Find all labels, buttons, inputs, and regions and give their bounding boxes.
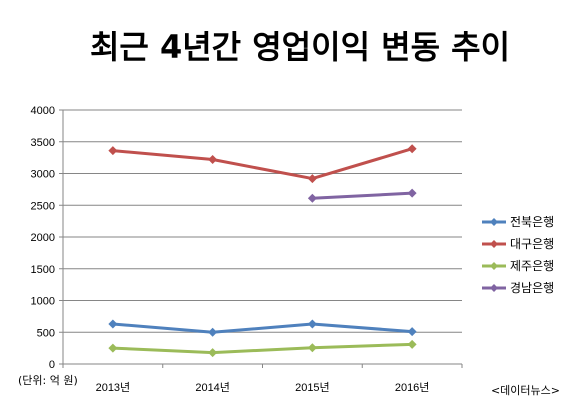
y-tick-label: 2000 (31, 232, 55, 244)
legend-label: 제주은행 (510, 258, 554, 273)
legend-marker (490, 284, 498, 292)
data-point (407, 144, 417, 154)
x-tick-label: 2016년 (395, 381, 430, 394)
data-point (307, 343, 317, 353)
series-4 (307, 188, 417, 203)
data-point (407, 339, 417, 349)
y-tick-label: 1500 (31, 264, 55, 276)
y-tick-label: 3000 (31, 169, 55, 181)
data-point (208, 327, 218, 337)
legend-item: 제주은행 (482, 258, 554, 273)
x-tick-label: 2013년 (96, 381, 131, 394)
data-point (108, 319, 118, 329)
legend-marker (490, 262, 498, 270)
series-1 (108, 319, 417, 337)
x-tick-label: 2014년 (195, 381, 230, 394)
legend-item: 전북은행 (482, 214, 554, 229)
data-point (407, 188, 417, 198)
y-tick-label: 3500 (31, 137, 55, 149)
chart-title: 최근 4년간 영업이익 변동 추이 (90, 28, 510, 66)
unit-note: (단위: 억 원) (18, 374, 78, 387)
y-tick-label: 4000 (31, 105, 55, 117)
legend-item: 경남은행 (482, 280, 554, 295)
legend-label: 대구은행 (510, 236, 554, 251)
legend-item: 대구은행 (482, 236, 554, 251)
data-point (208, 348, 218, 358)
source-credit: <데이터뉴스> (491, 384, 560, 397)
data-point (307, 174, 317, 184)
gridlines (63, 109, 462, 333)
series-lines (108, 144, 417, 358)
series-2 (108, 144, 417, 184)
legend-marker (490, 240, 498, 248)
series-line (112, 342, 413, 355)
data-point (307, 193, 317, 203)
data-point (108, 146, 118, 156)
x-tick-labels: 2013년 2014년 2015년 2016년 (96, 381, 430, 394)
y-tick-labels: 0 500 1000 1500 2000 2500 3000 3500 4000 (31, 105, 55, 371)
y-tick-label: 1000 (31, 296, 55, 308)
y-tick-label: 2500 (31, 200, 55, 212)
y-tick-label: 0 (49, 359, 55, 371)
axes (59, 109, 463, 368)
y-tick-label: 500 (37, 327, 55, 339)
legend-label: 경남은행 (510, 280, 554, 295)
data-point (307, 319, 317, 329)
legend-marker (490, 218, 498, 226)
data-point (208, 155, 218, 165)
series-line (312, 191, 413, 200)
series-line (112, 322, 413, 334)
series-3 (108, 339, 417, 358)
series-line (112, 147, 413, 181)
data-point (108, 343, 118, 353)
legend-label: 전북은행 (510, 214, 554, 229)
x-tick-label: 2015년 (295, 381, 330, 394)
data-point (407, 327, 417, 337)
